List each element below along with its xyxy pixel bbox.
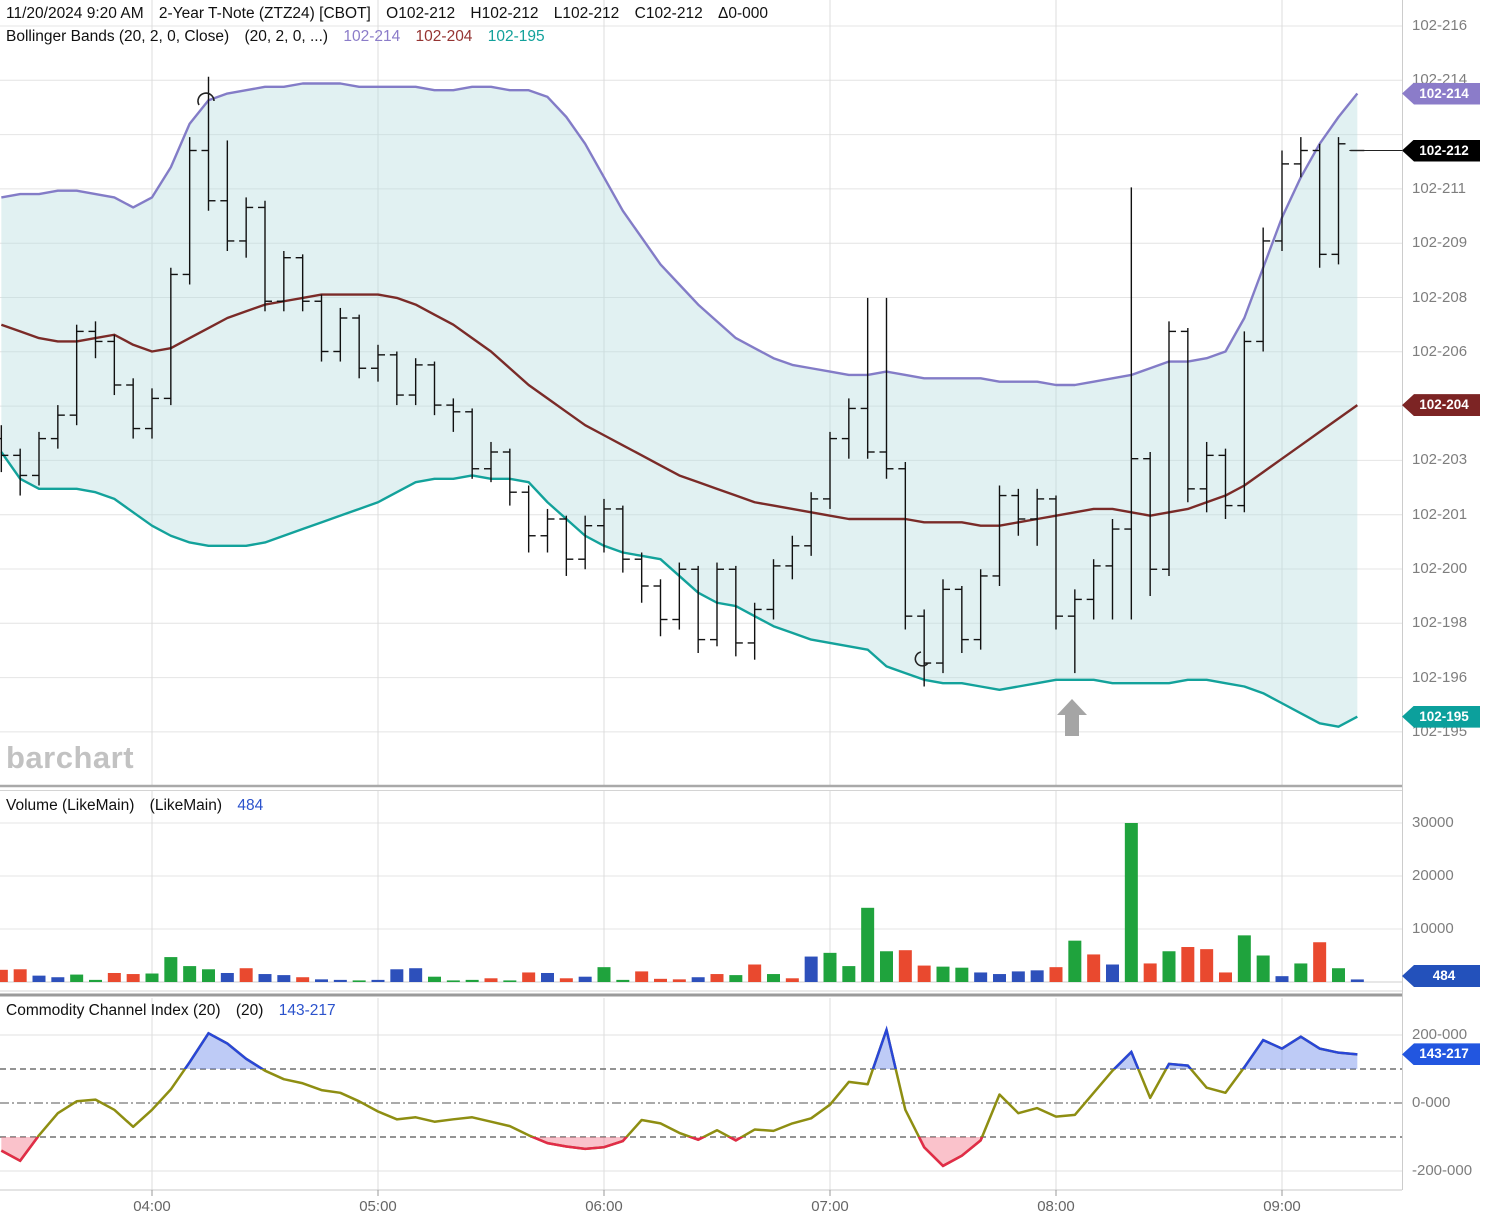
- panel-separators: [0, 784, 1402, 1196]
- bollinger-lower-value: 102-195: [487, 28, 545, 45]
- header-close: C102-212: [634, 5, 703, 22]
- cci-label: Commodity Channel Index (20): [6, 1002, 221, 1019]
- header-symbol: 2-Year T-Note (ZTZ24) [CBOT]: [158, 5, 371, 22]
- volume-params: (LikeMain): [149, 797, 223, 814]
- price-axis-label: 102-196: [1412, 668, 1468, 686]
- price-axis-label: 102-200: [1412, 560, 1468, 577]
- time-axis-label: 08:00: [1037, 1198, 1075, 1215]
- up-arrow-marker: [1057, 699, 1087, 736]
- middle-band-price-badge: 102-204: [1402, 394, 1480, 417]
- price-axis-label: 102-216: [1412, 17, 1468, 34]
- last-price-badge: 102-212: [1402, 139, 1480, 162]
- cci-axis-label: -200-000: [1412, 1162, 1473, 1179]
- time-axis-label: 05:00: [359, 1198, 397, 1215]
- time-axis-label: 06:00: [585, 1198, 623, 1215]
- bollinger-legend[interactable]: Bollinger Bands (20, 2, 0, Close) (20, 2…: [6, 28, 556, 46]
- bollinger-middle-value: 102-204: [415, 28, 473, 45]
- ohlc-header: 11/20/2024 9:20 AM 2-Year T-Note (ZTZ24)…: [6, 5, 779, 23]
- arc-mark-2: [914, 651, 929, 667]
- cci-axis-label: 200-000: [1412, 1026, 1468, 1043]
- price-axis-label: 102-206: [1412, 342, 1468, 360]
- lower-band-price-badge: 102-195: [1402, 705, 1480, 728]
- cci-params: (20): [235, 1002, 264, 1019]
- bollinger-label: Bollinger Bands (20, 2, 0, Close): [6, 28, 230, 45]
- chart-canvas[interactable]: [0, 0, 1402, 1226]
- price-axis-label: 102-198: [1412, 614, 1468, 632]
- cci-value-badge: 143-217: [1402, 1043, 1480, 1066]
- header-change: Δ0-000: [718, 5, 769, 22]
- header-datetime: 11/20/2024 9:20 AM: [6, 5, 144, 22]
- volume-label: Volume (LikeMain): [6, 797, 135, 814]
- price-axis-label: 102-208: [1412, 288, 1468, 306]
- time-axis-label: 04:00: [133, 1198, 171, 1215]
- cci-legend[interactable]: Commodity Channel Index (20) (20) 143-21…: [6, 1002, 347, 1020]
- time-axis-label: 09:00: [1263, 1198, 1301, 1215]
- volume-axis-label: 20000: [1412, 867, 1454, 884]
- volume-value: 484: [237, 797, 264, 814]
- header-low: L102-212: [553, 5, 620, 22]
- time-axis-label: 07:00: [811, 1198, 849, 1215]
- cci-axis-label: 0-000: [1412, 1094, 1451, 1111]
- price-axis-label: 102-211: [1412, 179, 1466, 197]
- cci-panel[interactable]: [0, 998, 1402, 1190]
- cci-value: 143-217: [278, 1002, 336, 1019]
- bollinger-upper-value: 102-214: [343, 28, 401, 45]
- header-open: O102-212: [386, 5, 456, 22]
- volume-panel[interactable]: [0, 791, 1402, 983]
- bollinger-params: (20, 2, 0, ...): [244, 28, 329, 45]
- volume-axis-label: 10000: [1412, 920, 1454, 937]
- price-axis-label: 102-203: [1412, 451, 1468, 469]
- barchart-watermark: barchart: [6, 740, 135, 775]
- volume-legend[interactable]: Volume (LikeMain) (LikeMain) 484: [6, 797, 274, 815]
- header-high: H102-212: [470, 5, 539, 22]
- price-axis-label: 102-201: [1412, 505, 1468, 523]
- price-scale-border: [1402, 0, 1403, 1190]
- ohlc-bars: [0, 76, 1365, 687]
- price-axis-label: 102-209: [1412, 234, 1468, 252]
- price-panel[interactable]: [0, 0, 1402, 785]
- volume-axis-label: 30000: [1412, 814, 1454, 831]
- volume-value-badge: 484: [1402, 965, 1480, 987]
- upper-band-price-badge: 102-214: [1402, 82, 1480, 105]
- arc-mark-1: [197, 92, 215, 106]
